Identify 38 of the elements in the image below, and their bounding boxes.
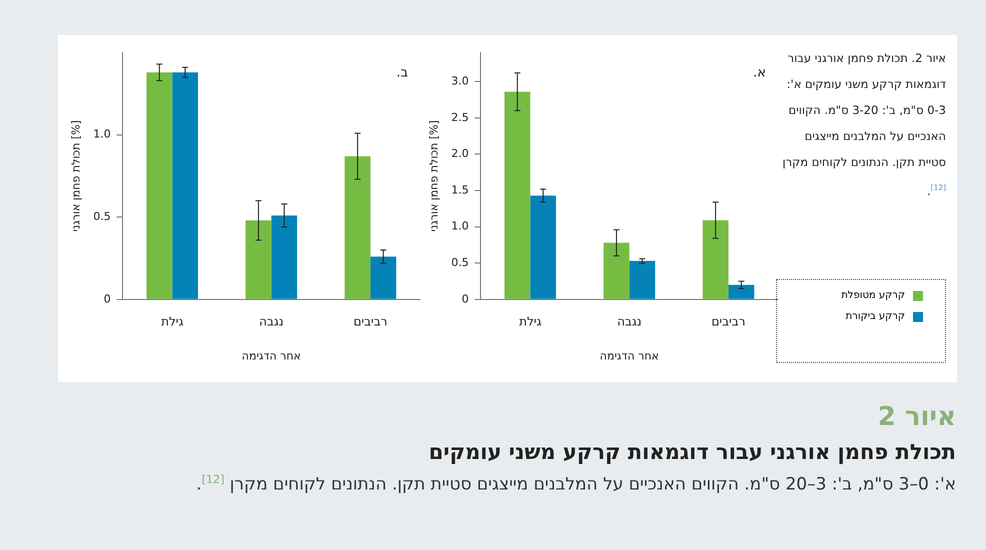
y-tick-label: 0.5 bbox=[93, 210, 111, 223]
bar bbox=[702, 220, 728, 299]
y-tick-label: 0 bbox=[462, 292, 469, 306]
bar bbox=[172, 72, 198, 299]
bar bbox=[246, 220, 272, 299]
y-tick-label: 3.0 bbox=[451, 74, 469, 88]
legend-label: קרקע מטופלת bbox=[841, 290, 905, 301]
y-tick-label: 1.0 bbox=[451, 220, 469, 233]
x-tick-label: נגבה bbox=[259, 314, 284, 329]
bar bbox=[604, 242, 630, 299]
x-tick-label: רביבים bbox=[711, 314, 746, 329]
x-axis-title: אחר הדגימה bbox=[600, 349, 659, 362]
legend-label: קרקע ביקורת bbox=[846, 311, 905, 322]
y-axis-title: תכולת פחמן אורגני [%] bbox=[427, 120, 440, 232]
y-tick-label: 0.5 bbox=[451, 256, 469, 269]
y-axis-title: תכולת פחמן אורגני [%] bbox=[69, 120, 82, 232]
x-axis-title: אחר הדגימה bbox=[242, 349, 301, 362]
text: תכולת פחמן אורגני עבור דוגמאות קרקע משני עומקים bbox=[428, 440, 956, 464]
y-tick-label: 1.5 bbox=[451, 183, 469, 196]
bar bbox=[271, 215, 298, 299]
x-tick-label: גילת bbox=[519, 314, 542, 329]
y-tick-label: 2.5 bbox=[451, 110, 469, 124]
y-tick-label: 1.0 bbox=[93, 128, 111, 141]
bar bbox=[370, 256, 396, 299]
bar bbox=[629, 260, 656, 299]
bar bbox=[728, 284, 754, 299]
bar bbox=[146, 72, 172, 299]
y-tick-label: 2.0 bbox=[451, 147, 469, 160]
text: איור 2 bbox=[878, 402, 956, 432]
y-tick-label: 0 bbox=[104, 292, 111, 306]
x-tick-label: רביבים bbox=[353, 314, 388, 329]
annotation: א. bbox=[753, 65, 766, 80]
bar bbox=[530, 196, 556, 299]
x-tick-label: נגבה bbox=[617, 314, 642, 329]
bar bbox=[504, 92, 530, 299]
x-tick-label: גילת bbox=[161, 314, 184, 329]
annotation: ב. bbox=[396, 65, 408, 80]
bar bbox=[344, 156, 370, 299]
